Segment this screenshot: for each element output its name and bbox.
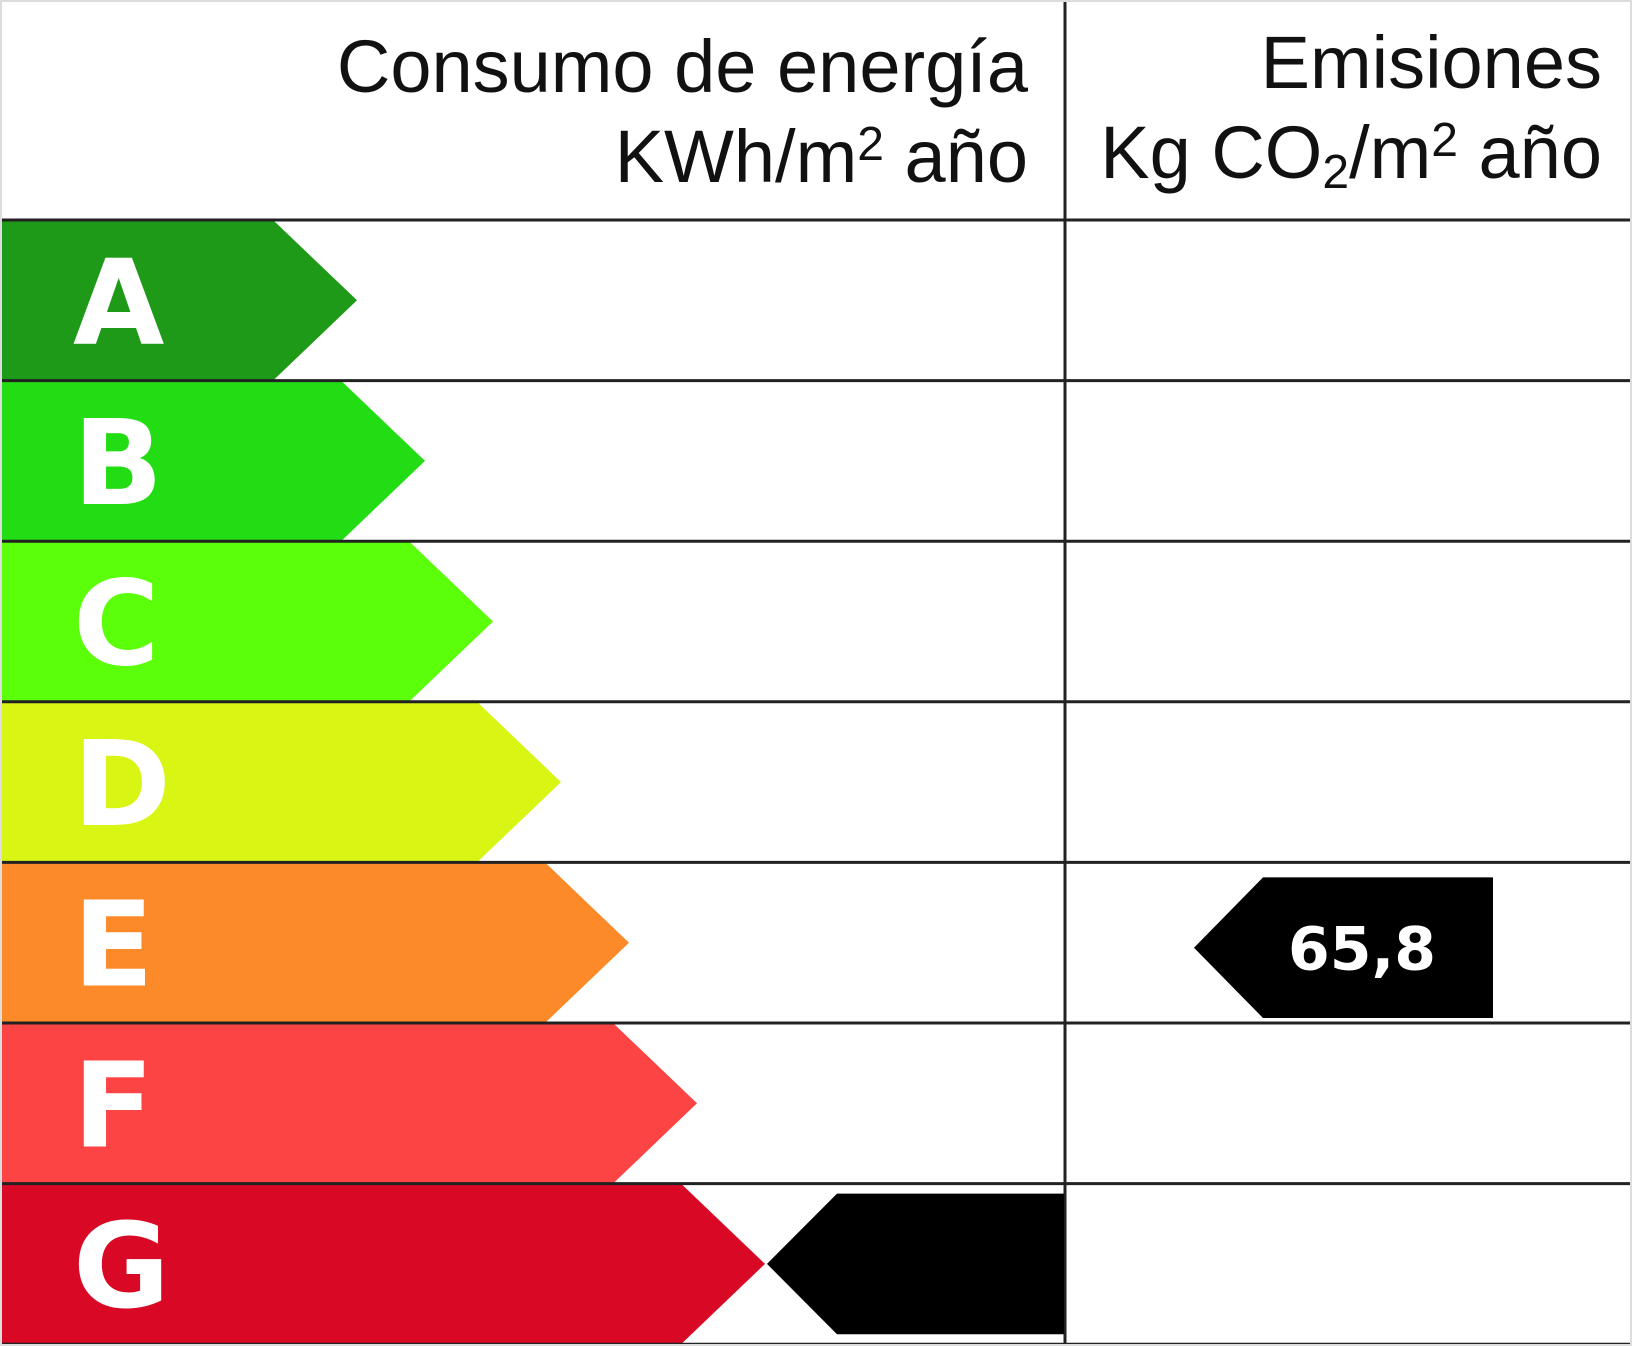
rating-bar-a [0,220,357,381]
rating-bar-f [0,1023,697,1184]
rating-bar-g [0,1183,765,1345]
consumption-title: Consumo de energía [337,25,1029,108]
rating-letter-e: E [73,876,154,1014]
rating-letter-a: A [73,233,164,371]
emissions-indicator [1194,877,1493,1018]
rating-bar-c [0,541,493,702]
rating-bar-b [0,380,425,542]
rating-letter-b: B [73,394,163,532]
emissions-value: 65,8 [1288,915,1436,985]
rating-letter-c: C [73,555,160,693]
consumption-unit: KWh/m2 año [615,115,1028,198]
rating-letter-f: F [73,1036,154,1174]
rating-letter-g: G [73,1197,170,1335]
rating-bar-d [0,701,561,863]
rating-letter-d: D [73,715,171,853]
rating-bar-e [0,862,629,1023]
consumption-indicator [767,1193,1064,1335]
emissions-title: Emisiones [1261,21,1602,104]
emissions-unit: Kg CO2/m2 año [1100,111,1602,199]
